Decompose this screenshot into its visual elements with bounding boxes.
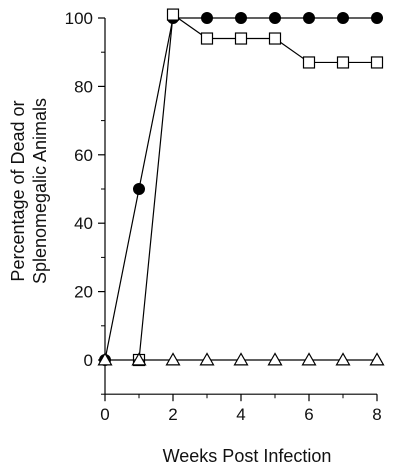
data-point-open-triangle <box>165 352 181 366</box>
y-tick-label: 100 <box>65 9 93 28</box>
axes <box>104 18 377 395</box>
y-tick-label: 80 <box>74 77 93 96</box>
data-point-filled-circle <box>201 12 213 24</box>
data-point-open-square <box>336 56 350 69</box>
y-tick-label: 60 <box>74 146 93 165</box>
x-tick-label: 0 <box>100 405 109 424</box>
data-point-open-square <box>268 32 282 45</box>
data-point-open-triangle <box>301 352 317 366</box>
x-tick-label: 2 <box>168 405 177 424</box>
y-axis-title-line-2: Splenomegalic Animals <box>30 98 50 284</box>
labels: Weeks Post Infection Percentage of Dead … <box>8 98 331 466</box>
data-point-open-triangle <box>97 352 113 366</box>
data-point-filled-circle <box>269 12 281 24</box>
data-point-filled-circle <box>133 183 145 195</box>
y-tick-label: 0 <box>84 351 93 370</box>
x-axis-title: Weeks Post Infection <box>163 446 332 466</box>
data-point-open-square <box>200 32 214 45</box>
series-open-triangle <box>97 352 385 366</box>
ticks: 0 20 40 60 80 100 0 2 4 6 8 <box>65 9 382 424</box>
y-tick-label: 40 <box>74 214 93 233</box>
data-point-open-triangle <box>199 352 215 366</box>
series-line <box>104 17 377 361</box>
x-tick-label: 6 <box>304 405 313 424</box>
data-point-filled-circle <box>303 12 315 24</box>
data-point-open-triangle <box>369 352 385 366</box>
data-point-open-square <box>166 8 180 21</box>
data-point-filled-circle <box>235 12 247 24</box>
data-point-open-triangle <box>267 352 283 366</box>
data-point-open-square <box>370 56 384 69</box>
data-point-open-triangle <box>233 352 249 366</box>
x-tick-label: 8 <box>372 405 381 424</box>
data-point-filled-circle <box>371 12 383 24</box>
data-point-open-triangle <box>335 352 351 366</box>
y-axis-title-line-1: Percentage of Dead or <box>8 100 28 281</box>
series-filled-circle <box>99 12 383 366</box>
x-tick-label: 4 <box>236 405 245 424</box>
data-point-open-square <box>302 56 316 69</box>
data-point-filled-circle <box>337 12 349 24</box>
data-point-open-triangle <box>131 352 147 366</box>
y-tick-label: 20 <box>74 283 93 302</box>
data-point-open-square <box>234 32 248 45</box>
series-open-square <box>132 8 384 367</box>
series-layer <box>97 8 385 367</box>
